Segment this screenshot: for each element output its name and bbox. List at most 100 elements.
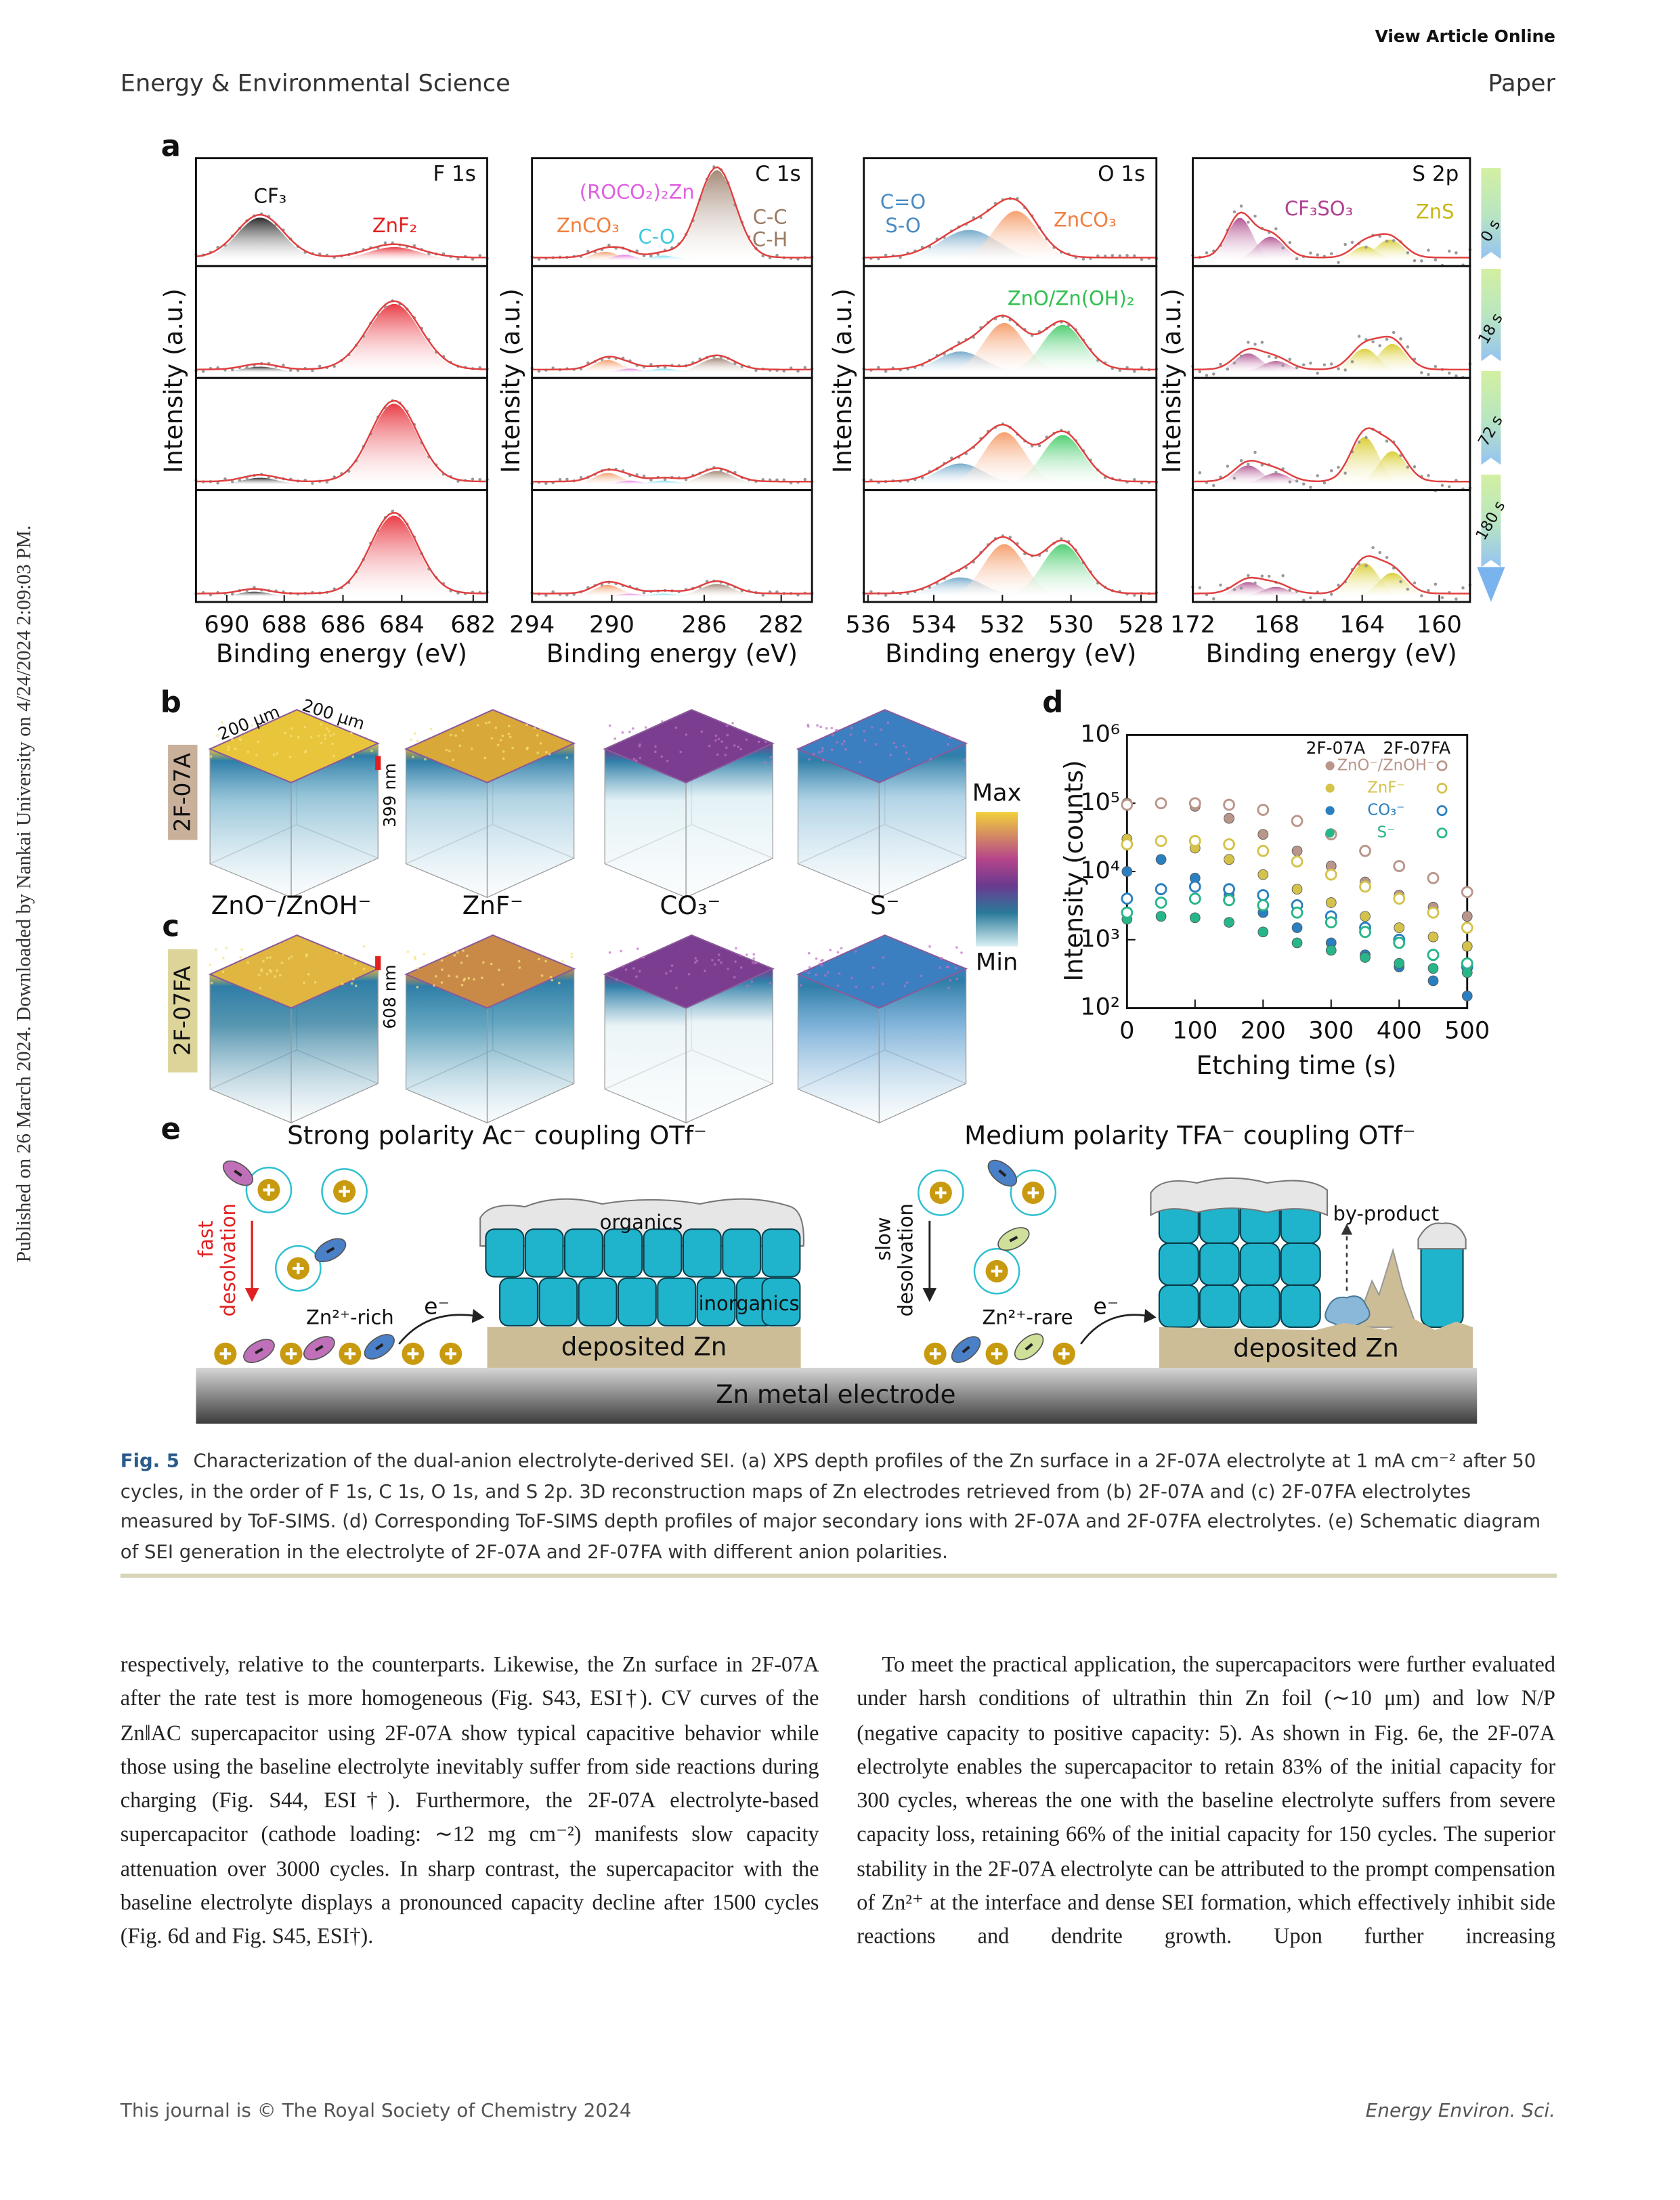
plus-sign — [293, 1262, 304, 1274]
cube-speckle — [714, 963, 716, 966]
spectrum-point — [1434, 364, 1438, 368]
cube-speckle — [501, 734, 504, 737]
cube-speckle — [210, 981, 213, 985]
x-tick-label: 682 — [450, 611, 496, 639]
cube-speckle — [830, 727, 834, 730]
cube-speckle — [461, 729, 465, 732]
spectrum-envelope — [863, 197, 1157, 259]
spectrum-peak — [1192, 239, 1470, 261]
cube-speckle — [881, 983, 884, 985]
cube-speckle — [844, 748, 847, 751]
spectrum-title: F 1s — [433, 162, 476, 186]
cube-top — [404, 709, 576, 783]
cube-speckle — [947, 743, 949, 746]
cube-speckle — [551, 978, 554, 982]
spectrum-point — [600, 583, 604, 587]
cube-speckle — [836, 729, 839, 732]
x-tick-label: 690 — [204, 611, 249, 639]
spectrum-point — [1427, 474, 1430, 477]
spectrum-point — [1385, 337, 1389, 341]
inorganic-grain — [761, 1228, 801, 1278]
electrolyte-label: 2F-07FA — [169, 966, 195, 1056]
spectrum-point — [1434, 582, 1438, 586]
cube-speckle — [807, 951, 811, 955]
spectrum-point — [1343, 368, 1347, 372]
cube-speckle — [539, 741, 542, 745]
plus-sign — [991, 1348, 1003, 1360]
cube-speckle — [239, 955, 242, 959]
data-point — [1257, 804, 1270, 816]
cube-speckle — [454, 734, 458, 737]
spectrum-point — [579, 475, 583, 479]
spectrum-point — [1133, 593, 1136, 597]
data-point — [1427, 949, 1440, 962]
subplot-frame — [531, 376, 813, 492]
spectrum-point — [1281, 246, 1285, 250]
cube-speckle — [720, 740, 724, 743]
spectrum-point — [1385, 439, 1389, 443]
cube-speckle — [548, 752, 551, 756]
data-point — [1324, 916, 1337, 928]
inorganic-grain — [1280, 1284, 1321, 1329]
cube-speckle — [620, 949, 623, 953]
cube-speckle — [632, 967, 635, 970]
cube-speckle — [423, 953, 426, 956]
spectrum-point — [884, 370, 888, 373]
spectrum-point — [1350, 240, 1354, 244]
cube-speckle — [317, 734, 320, 737]
legend-marker — [1436, 783, 1448, 794]
x-tick-label: 500 — [1444, 1017, 1490, 1045]
cube-speckle — [733, 744, 736, 747]
cube-speckle — [608, 951, 611, 954]
inorganic-grain — [657, 1277, 697, 1327]
spectrum-point — [1322, 598, 1327, 602]
cube-speckle — [540, 974, 544, 977]
desolvation-label: desolvation — [217, 1203, 240, 1316]
subplot-frame — [1192, 489, 1471, 603]
cube-top — [796, 934, 968, 1009]
cube-speckle — [635, 759, 638, 762]
spectrum-point — [719, 355, 723, 360]
spectrum-title: O 1s — [1098, 162, 1145, 186]
spectrum-title: S 2p — [1412, 162, 1459, 186]
cube-speckle — [949, 979, 952, 982]
view-article-link[interactable]: View Article Online — [1375, 26, 1555, 47]
cube-speckle — [227, 746, 230, 748]
cube-speckle — [905, 981, 909, 985]
x-axis-label: Binding energy (eV) — [885, 639, 1136, 668]
cube-speckle — [476, 724, 479, 727]
cube-speckle — [341, 953, 345, 956]
spectrum-point — [1239, 204, 1243, 208]
cube-speckle — [324, 733, 326, 737]
spectrum-envelope — [863, 423, 1157, 483]
cube-speckle — [830, 748, 834, 752]
x-tick-label: 400 — [1377, 1017, 1422, 1045]
inorganic-grain — [1158, 1242, 1199, 1286]
arrowhead — [1341, 1223, 1353, 1235]
data-point — [1188, 892, 1201, 905]
inorganic-grain — [1239, 1284, 1280, 1329]
legend-label: S⁻ — [1377, 824, 1395, 842]
spectrum-point — [803, 477, 807, 481]
spectrum-envelope — [532, 467, 813, 483]
cube-speckle — [739, 748, 743, 751]
spectrum-point — [1198, 471, 1202, 475]
cube-speckle — [895, 746, 898, 749]
data-point — [1188, 797, 1201, 810]
peak-label: (ROCO₂)₂Zn — [580, 180, 695, 203]
cube-speckle — [262, 959, 265, 963]
cube-speckle — [447, 974, 450, 978]
legend-label: CO₃⁻ — [1367, 802, 1404, 819]
minus-sign — [255, 1347, 263, 1355]
spectrum-point — [1281, 364, 1285, 367]
cube-speckle — [947, 987, 951, 989]
cube-speckle — [539, 727, 542, 731]
spectrum-point — [1232, 210, 1236, 214]
x-tick-label: 688 — [261, 611, 307, 639]
plus-sign — [1027, 1187, 1039, 1199]
cube-speckle — [931, 728, 934, 731]
spectrum-point — [238, 478, 242, 482]
spectrum-point — [1226, 465, 1230, 468]
spectrum-peak — [196, 366, 488, 372]
